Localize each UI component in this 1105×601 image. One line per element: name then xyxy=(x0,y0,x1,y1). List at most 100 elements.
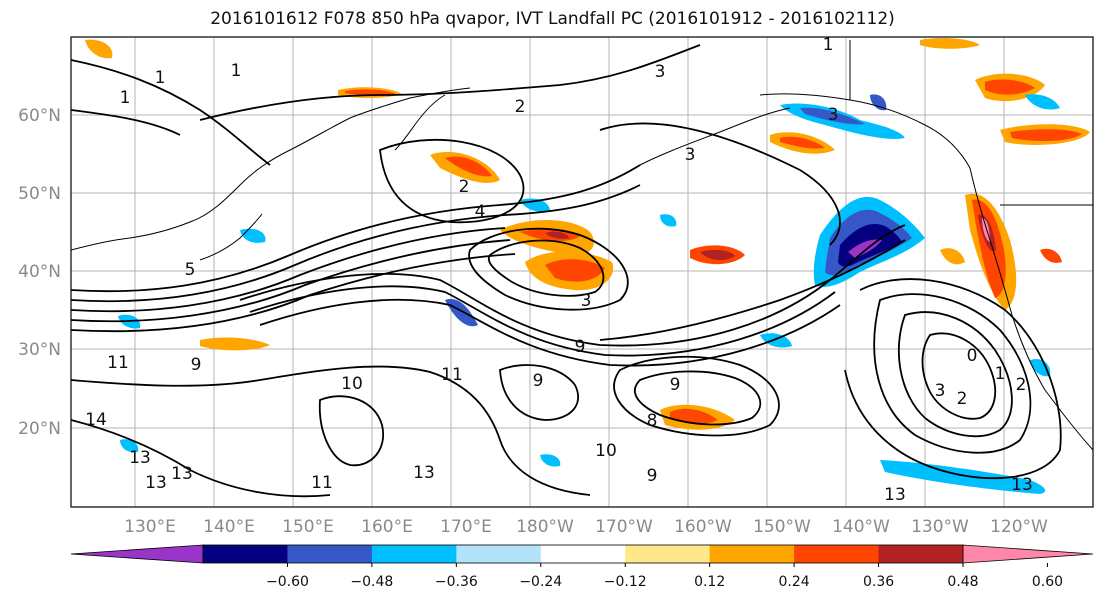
contour-label: 1 xyxy=(995,364,1006,384)
longitude-label: 180°W xyxy=(516,517,574,537)
ivt-contour-line xyxy=(71,164,641,293)
contour-label: 3 xyxy=(581,291,592,311)
japan-coastline xyxy=(199,213,263,261)
colorbar-tick-label: 0.12 xyxy=(694,574,725,590)
longitude-label: 120°W xyxy=(990,517,1048,537)
ivt-contour-line xyxy=(318,395,385,467)
colorbar-tick-label: 0.24 xyxy=(779,574,810,590)
latitude-label: 40°N xyxy=(18,262,61,282)
colorbar-segment xyxy=(878,545,964,563)
negative-anomaly-region xyxy=(760,333,792,348)
ivt-contour-line xyxy=(599,122,841,246)
ivt-contour-line xyxy=(239,224,906,347)
longitude-label: 140°W xyxy=(832,517,890,537)
map-frame xyxy=(70,36,1094,508)
contour-label: 2 xyxy=(957,389,968,409)
negative-anomaly-region xyxy=(880,460,1046,494)
latitude-label: 20°N xyxy=(18,419,61,439)
longitude-label: 160°W xyxy=(674,517,732,537)
contour-label: 13 xyxy=(1011,475,1033,495)
ivt-contour-line xyxy=(71,239,511,323)
contour-label: 2 xyxy=(459,177,470,197)
contour-label: 3 xyxy=(655,62,666,82)
colorbar-segment xyxy=(794,545,880,563)
ivt-contour-line xyxy=(71,59,271,166)
colorbar-frame xyxy=(202,544,964,564)
ivt-contour-line xyxy=(379,139,525,224)
longitude-label: 160°E xyxy=(361,517,413,537)
contour-label: 1 xyxy=(231,61,242,81)
positive-anomaly-region xyxy=(445,156,492,177)
contour-label: 3 xyxy=(685,145,696,165)
positive-anomaly-region xyxy=(700,249,735,261)
negative-anomaly-region xyxy=(120,439,139,453)
colorbar-segment xyxy=(456,545,542,563)
positive-anomaly-region xyxy=(780,136,825,149)
ivt-contour-line xyxy=(634,370,762,426)
ivt-contour-line xyxy=(468,227,629,311)
colorbar-ticks: −0.60 −0.48 −0.36 −0.24 −0.12 0.12 0.24 0.36 0.4… xyxy=(266,563,1063,590)
ivt-contour-line xyxy=(71,184,641,303)
contour-label: 1 xyxy=(120,88,131,108)
asia-coastline xyxy=(71,87,471,251)
contour-label: 13 xyxy=(145,473,167,493)
positive-anomaly-region xyxy=(545,259,605,282)
qvapor-fill-layer xyxy=(85,37,1090,430)
colorbar-segment xyxy=(287,545,373,563)
ivt-contour-line xyxy=(71,365,591,496)
longitude-label: 170°E xyxy=(440,517,492,537)
negative-anomaly-region xyxy=(1030,358,1051,377)
contour-label: 2 xyxy=(515,97,526,117)
contour-label: 0 xyxy=(967,346,978,366)
contour-label: 1 xyxy=(823,35,834,55)
positive-anomaly-region xyxy=(920,37,980,49)
colorbar-extend-min xyxy=(70,544,204,564)
positive-anomaly-region xyxy=(940,248,965,265)
ivt-contour-line xyxy=(898,311,1013,438)
negative-anomaly-region xyxy=(1025,94,1060,110)
colorbar-segment xyxy=(203,545,288,563)
negative-anomaly-region xyxy=(240,228,266,243)
longitude-label: 170°W xyxy=(595,517,653,537)
longitude-labels: 130°E 140°E 150°E 160°E 170°E 180°W 170°W 160°W… xyxy=(124,517,1048,537)
ivt-contour-line xyxy=(499,364,580,421)
contour-label: 11 xyxy=(107,353,129,373)
longitude-label: 130°E xyxy=(124,517,176,537)
contour-label: 13 xyxy=(171,464,193,484)
positive-anomaly-region xyxy=(200,337,270,351)
ivt-contour-line xyxy=(259,298,841,367)
ivt-contour-line xyxy=(844,278,1062,480)
colorbar-segment xyxy=(540,545,626,563)
positive-anomaly-region xyxy=(1040,248,1062,263)
positive-anomaly-region xyxy=(1010,129,1082,142)
positive-anomaly-region xyxy=(545,231,570,239)
ivt-contour-line xyxy=(199,44,701,121)
colorbar-tick-label: 0.60 xyxy=(1032,574,1063,590)
contour-label: 3 xyxy=(828,105,839,125)
contour-label: 8 xyxy=(647,411,658,431)
positive-anomaly-region xyxy=(345,89,396,96)
map-title: 2016101612 F078 850 hPa qvapor, IVT Land… xyxy=(210,9,895,29)
colorbar-segment xyxy=(709,545,795,563)
latitude-label: 30°N xyxy=(18,340,61,360)
colorbar-tick-label: −0.12 xyxy=(604,574,647,590)
contour-label: 5 xyxy=(185,260,196,280)
ivt-contour-line xyxy=(71,227,506,313)
ivt-contour-line xyxy=(249,285,836,357)
alaska-coastline xyxy=(759,93,971,169)
latitude-label: 60°N xyxy=(18,106,61,126)
qvapor-negative-fill-layer xyxy=(118,94,1060,494)
longitude-label: 150°W xyxy=(753,517,811,537)
colorbar-tick-label: 0.48 xyxy=(947,574,978,590)
negative-anomaly-region xyxy=(540,454,561,467)
colorbar-extend-max xyxy=(962,544,1094,564)
ivt-contour-line xyxy=(613,355,780,437)
contour-label: 9 xyxy=(670,375,681,395)
contour-label: 13 xyxy=(884,485,906,505)
negative-anomaly-region xyxy=(870,94,887,111)
ivt-contour-line xyxy=(873,293,1032,454)
longitude-label: 130°W xyxy=(911,517,969,537)
ivt-contour-line xyxy=(71,109,181,136)
